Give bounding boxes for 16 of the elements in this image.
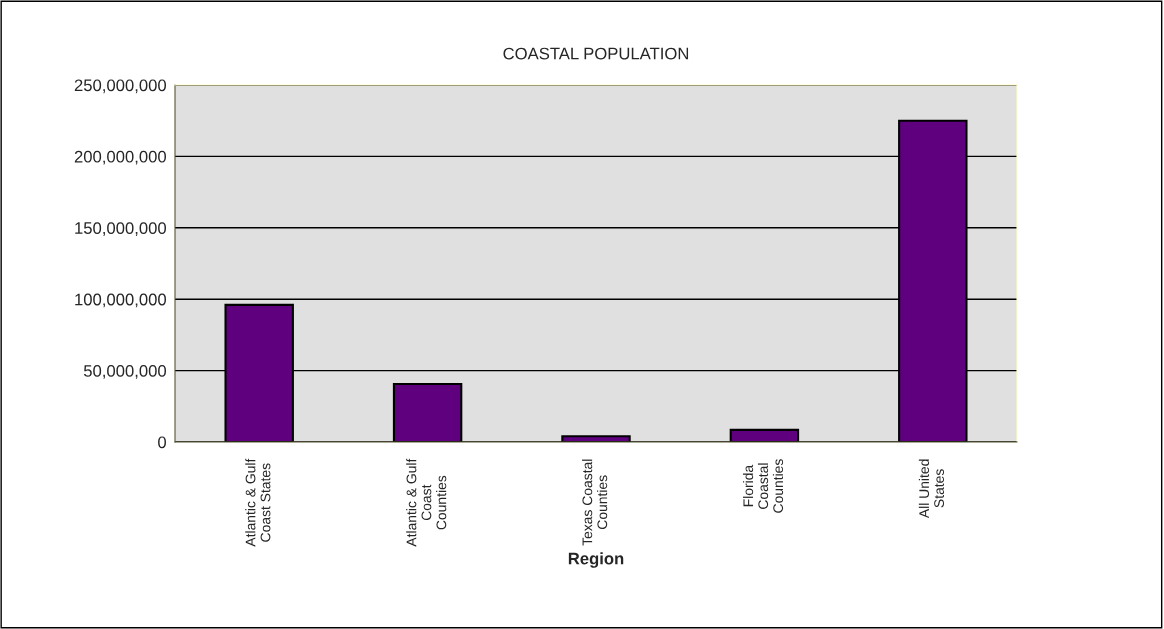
y-tick-label: 100,000,000 xyxy=(75,293,167,308)
chart-title: COASTAL POPULATION xyxy=(503,47,689,60)
x-tick-label: Florida Coastal Counties xyxy=(742,459,784,513)
bar xyxy=(561,435,631,442)
y-tick-label: 250,000,000 xyxy=(74,79,167,94)
x-tick-label: Atlantic & Gulf Coast States xyxy=(245,458,271,547)
x-axis-title: Region xyxy=(568,552,624,568)
y-tick-label: 50,000,000 xyxy=(83,365,167,379)
x-tick-label: Texas Coastal Counties xyxy=(582,459,608,546)
y-tick-label: 0 xyxy=(158,436,167,449)
bar xyxy=(392,382,463,442)
x-tick-label: Atlantic & Gulf Coast Counties xyxy=(406,458,447,547)
x-tick-label: All United States xyxy=(918,459,945,519)
y-tick-label: 150,000,000 xyxy=(75,222,167,236)
bar xyxy=(729,428,800,442)
y-tick-label: 200,000,000 xyxy=(74,150,167,165)
